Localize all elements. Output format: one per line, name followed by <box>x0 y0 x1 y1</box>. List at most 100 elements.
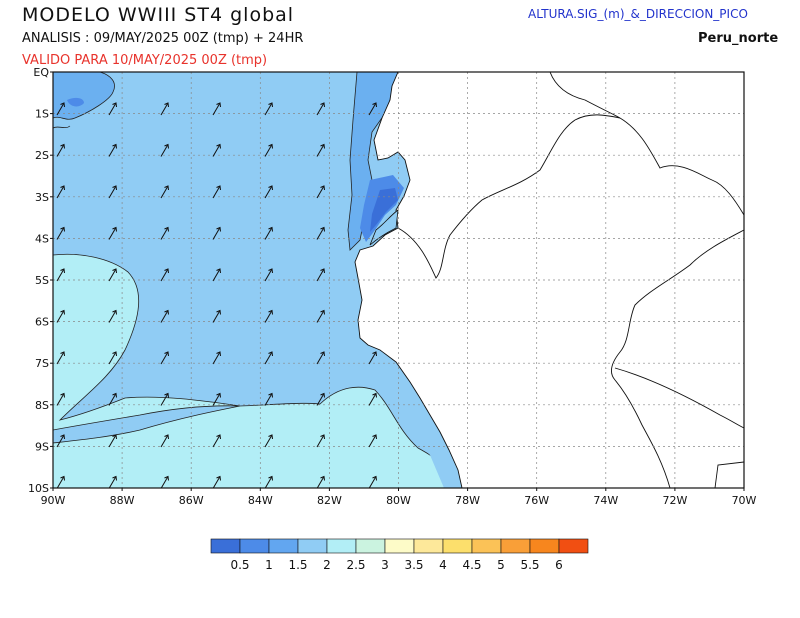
wave-arrow <box>108 392 117 406</box>
wave-arrow <box>160 143 169 157</box>
lat-label: EQ <box>33 66 49 79</box>
border-peru-colombia <box>619 117 744 216</box>
wave-arrow <box>212 226 221 240</box>
lat-label: 7S <box>35 357 49 370</box>
wave-band-2-coast-south <box>370 340 462 488</box>
lat-label: 1S <box>35 108 49 121</box>
wave-band-2-5-south <box>53 253 461 488</box>
wave-arrow <box>368 351 377 365</box>
lon-label: 72W <box>662 494 687 507</box>
wave-arrow <box>316 392 325 406</box>
wave-arrow <box>316 226 325 240</box>
colorbar-label: 3 <box>381 558 389 572</box>
wave-arrow <box>56 434 65 448</box>
wave-arrow <box>212 268 221 282</box>
lon-label: 74W <box>593 494 618 507</box>
colorbar-label: 4.5 <box>462 558 481 572</box>
border-bolivia <box>714 461 744 488</box>
wave-arrow <box>160 102 169 116</box>
wave-arrow <box>264 392 273 406</box>
wave-arrow <box>316 351 325 365</box>
wave-arrow <box>212 309 221 323</box>
wave-arrow <box>264 351 273 365</box>
wave-arrow <box>368 475 377 488</box>
parameter-label: ALTURA.SIG_(m)_&_DIRECCION_PICO <box>528 7 748 21</box>
analysis-time: ANALISIS : 09/MAY/2025 00Z (tmp) + 24HR <box>22 31 304 46</box>
colorbar-label: 1.5 <box>288 558 307 572</box>
border-peru-brazil-east <box>614 367 744 429</box>
wave-arrow <box>212 185 221 199</box>
wave-arrow <box>108 475 117 488</box>
wave-arrow <box>316 102 325 116</box>
lon-label: 76W <box>524 494 549 507</box>
contour-2-5-north <box>53 125 71 129</box>
wave-arrow <box>316 309 325 323</box>
wave-arrow <box>212 434 221 448</box>
colorbar-swatch <box>500 538 531 554</box>
wave-arrow <box>264 185 273 199</box>
lat-lon-grid <box>53 72 744 488</box>
wave-arrow <box>56 351 65 365</box>
wave-arrow <box>160 268 169 282</box>
wave-arrow <box>108 102 117 116</box>
wave-arrow <box>316 434 325 448</box>
border-ecuador-peru <box>397 114 621 279</box>
colorbar-swatch <box>442 538 473 554</box>
wave-arrow <box>212 392 221 406</box>
lat-label: 8S <box>35 399 49 412</box>
colorbar-label: 5.5 <box>520 558 539 572</box>
lat-label: 2S <box>35 149 49 162</box>
colorbar-swatch <box>529 538 560 554</box>
colorbar-swatch <box>268 538 299 554</box>
colorbar-swatch <box>471 538 502 554</box>
chart-title: MODELO WWIII ST4 global <box>22 4 295 26</box>
valid-time: VALIDO PARA 10/MAY/2025 00Z (tmp) <box>22 53 268 68</box>
colorbar-swatch <box>297 538 328 554</box>
colorbar-label: 1 <box>265 558 273 572</box>
lon-label: 80W <box>386 494 411 507</box>
wave-arrow <box>108 351 117 365</box>
wave-arrow <box>368 434 377 448</box>
wave-arrow <box>368 102 377 116</box>
lon-label: 84W <box>248 494 273 507</box>
colorbar-label: 5 <box>497 558 505 572</box>
wave-arrow <box>264 143 273 157</box>
wave-arrow <box>264 268 273 282</box>
colorbar-swatch <box>384 538 415 554</box>
lon-label: 90W <box>41 494 66 507</box>
wave-arrow <box>160 309 169 323</box>
colorbar-swatch <box>558 538 589 554</box>
lon-label: 88W <box>110 494 135 507</box>
lon-label: 70W <box>732 494 757 507</box>
colorbar-swatch <box>210 538 241 554</box>
wave-arrow <box>56 309 65 323</box>
wave-arrow <box>108 434 117 448</box>
wave-arrow <box>108 268 117 282</box>
wave-arrow <box>264 434 273 448</box>
wave-band-1-5-nw-inner <box>67 97 84 107</box>
wave-arrow <box>264 309 273 323</box>
colorbar-swatch <box>326 538 357 554</box>
lat-label: 4S <box>35 232 49 245</box>
wave-arrow <box>56 143 65 157</box>
colorbar-label: 4 <box>439 558 447 572</box>
lon-label: 78W <box>455 494 480 507</box>
wave-arrow <box>108 143 117 157</box>
wave-arrow <box>212 102 221 116</box>
colorbar-label: 0.5 <box>230 558 249 572</box>
border-colombia-north <box>549 72 621 119</box>
wave-arrow <box>56 475 65 488</box>
wave-arrow <box>160 351 169 365</box>
wave-arrow <box>56 392 65 406</box>
wave-arrow <box>316 143 325 157</box>
colorbar-swatch <box>413 538 444 554</box>
lat-label: 6S <box>35 316 49 329</box>
wave-arrow <box>368 392 377 406</box>
region-label: Peru_norte <box>698 31 779 46</box>
lon-label: 82W <box>317 494 342 507</box>
colorbar-label: 2.5 <box>346 558 365 572</box>
wave-arrow <box>160 392 169 406</box>
wave-arrow <box>56 226 65 240</box>
longitude-labels: 90W 88W 86W 84W 82W 80W 78W 76W 74W 72W 70W <box>41 488 757 507</box>
wave-arrow <box>316 268 325 282</box>
